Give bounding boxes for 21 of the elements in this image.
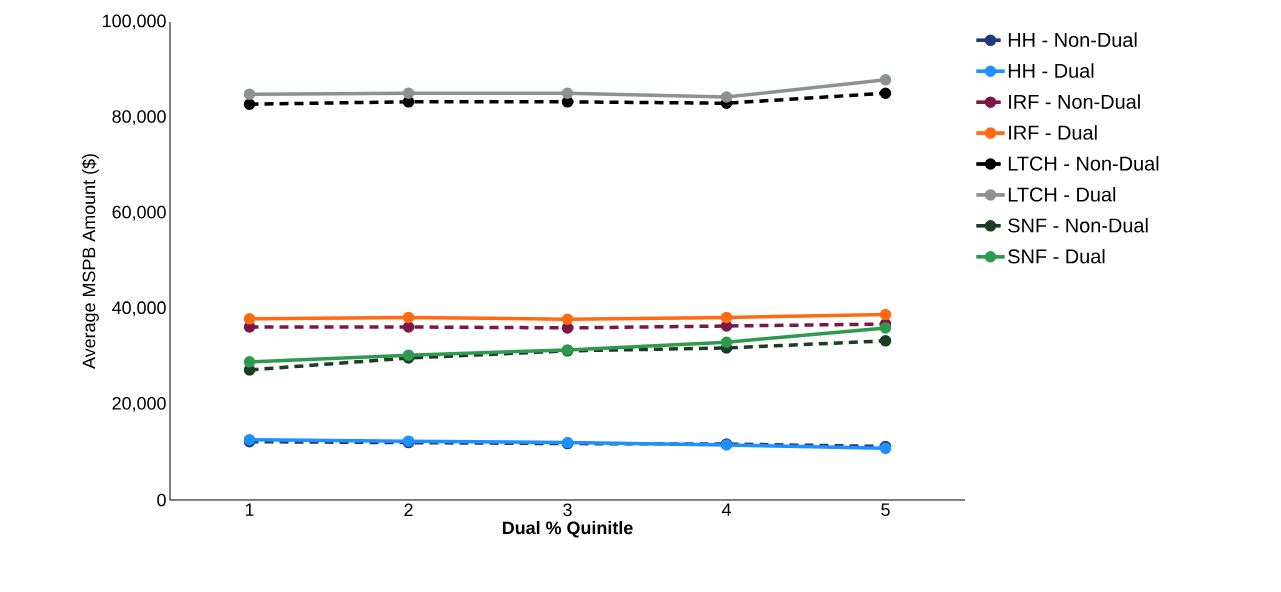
y-tick-label: 100,000 (103, 14, 166, 30)
legend-label: SNF - Dual (1008, 248, 1105, 264)
legend-label: LTCH - Dual (1008, 186, 1116, 202)
y-tick-label: 0 (157, 493, 166, 507)
y-tick-label: 80,000 (112, 110, 166, 125)
legend-label: IRF - Non-Dual (1009, 94, 1140, 109)
x-axis-title: Dual % Quinitle (502, 521, 633, 538)
y-axis-title: Average MSPB Amount ($) (81, 154, 99, 369)
legend-label: IRF - Dual (1009, 125, 1097, 140)
y-tick-label: 60,000 (112, 205, 166, 221)
legend-label: LTCH - Non-Dual (1008, 156, 1159, 171)
legend-label: SNF - Non-Dual (1008, 217, 1148, 233)
x-tick-label: 1 (245, 503, 254, 516)
legend-label: HH - Dual (1008, 63, 1094, 78)
x-tick-label: 2 (404, 503, 413, 517)
x-tick-label: 4 (721, 503, 731, 516)
y-tick-label: 20,000 (112, 396, 166, 412)
y-tick-label: 40,000 (112, 301, 166, 317)
legend-label: HH - Non-Dual (1008, 32, 1137, 47)
x-tick-label: 3 (563, 503, 572, 517)
x-tick-label: 5 (881, 503, 890, 517)
